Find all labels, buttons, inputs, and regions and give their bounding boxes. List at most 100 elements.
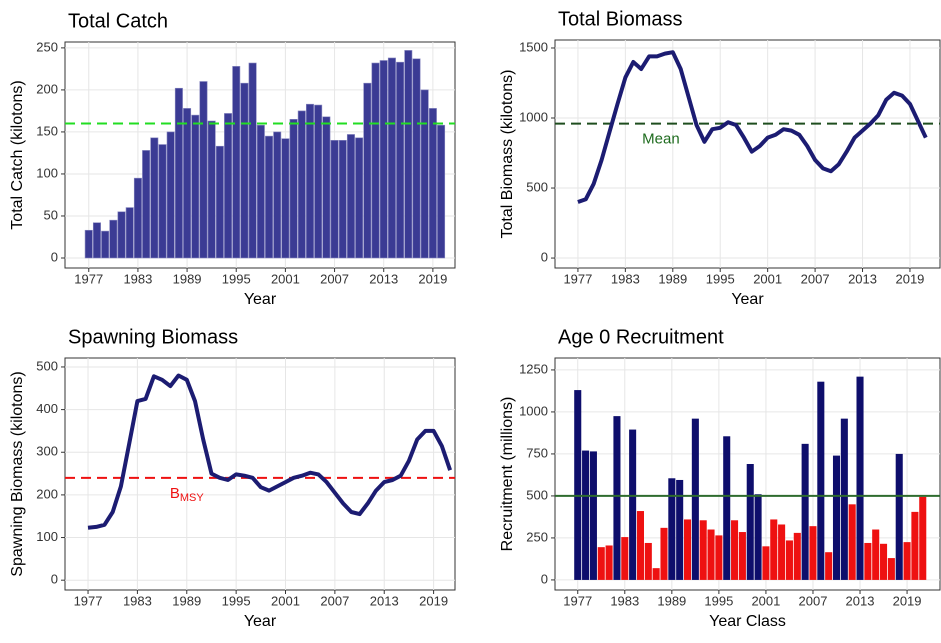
panel-title: Spawning Biomass bbox=[68, 326, 238, 348]
bar bbox=[840, 418, 848, 580]
bar bbox=[652, 568, 660, 580]
x-tick-label: 2007 bbox=[320, 271, 349, 286]
bar bbox=[133, 177, 142, 259]
bar bbox=[699, 520, 707, 580]
bar bbox=[715, 535, 723, 580]
y-tick-label: 250 bbox=[36, 39, 58, 54]
y-tick-label: 1500 bbox=[519, 39, 548, 54]
x-tick-label: 2007 bbox=[799, 593, 828, 608]
bar bbox=[707, 529, 715, 580]
bar bbox=[574, 390, 582, 580]
bar bbox=[150, 137, 159, 259]
panel-title: Total Catch bbox=[68, 10, 168, 32]
y-tick-label: 200 bbox=[36, 81, 58, 96]
line bbox=[87, 373, 452, 530]
y-tick-label: 750 bbox=[526, 445, 548, 460]
bar bbox=[428, 108, 437, 259]
bar bbox=[738, 532, 746, 580]
bar bbox=[778, 524, 786, 580]
y-tick-label: 100 bbox=[36, 529, 58, 544]
bar bbox=[256, 124, 265, 259]
bar bbox=[903, 542, 911, 580]
bar bbox=[289, 119, 298, 259]
bar bbox=[297, 110, 306, 259]
bar bbox=[224, 113, 233, 259]
bar bbox=[92, 222, 101, 259]
y-tick-label: 400 bbox=[36, 401, 58, 416]
bar bbox=[731, 520, 739, 580]
y-axis-title: Recruitment (millions) bbox=[499, 397, 516, 552]
bar bbox=[322, 116, 331, 259]
y-tick-label: 0 bbox=[51, 572, 58, 587]
bar bbox=[605, 545, 613, 580]
bar bbox=[621, 537, 629, 580]
bar bbox=[191, 114, 200, 259]
bar bbox=[420, 89, 429, 259]
x-tick-label: 1983 bbox=[123, 593, 152, 608]
y-tick-label: 50 bbox=[44, 207, 58, 222]
y-tick-label: 1000 bbox=[519, 109, 548, 124]
bar bbox=[207, 120, 216, 259]
bar bbox=[660, 527, 668, 580]
bar bbox=[785, 540, 793, 580]
x-tick-label: 1983 bbox=[610, 593, 639, 608]
x-tick-label: 2001 bbox=[751, 593, 780, 608]
bar bbox=[911, 511, 919, 580]
bar bbox=[723, 436, 731, 580]
bar bbox=[273, 131, 282, 259]
bar bbox=[84, 229, 93, 259]
y-axis-title: Spawning Biomass (kilotons) bbox=[9, 371, 26, 576]
x-tick-label: 2013 bbox=[370, 593, 399, 608]
bar bbox=[396, 61, 405, 259]
bar bbox=[330, 140, 339, 259]
bar bbox=[404, 50, 413, 259]
bar bbox=[880, 543, 888, 580]
bar bbox=[142, 150, 151, 259]
x-tick-label: 1983 bbox=[611, 271, 640, 286]
y-tick-label: 0 bbox=[51, 249, 58, 264]
bar bbox=[240, 82, 249, 259]
bar bbox=[379, 60, 388, 259]
bar bbox=[215, 145, 224, 259]
bar bbox=[589, 451, 597, 580]
x-tick-label: 1995 bbox=[222, 593, 251, 608]
x-tick-label: 1977 bbox=[74, 593, 103, 608]
y-tick-label: 1250 bbox=[519, 361, 548, 376]
reference-label-main: B bbox=[170, 485, 180, 502]
x-tick-label: 2001 bbox=[271, 593, 300, 608]
bar bbox=[668, 478, 676, 580]
bar bbox=[856, 376, 864, 580]
x-tick-label: 1977 bbox=[563, 593, 592, 608]
bar bbox=[691, 418, 699, 580]
bar bbox=[864, 542, 872, 580]
y-tick-label: 500 bbox=[36, 358, 58, 373]
x-tick-label: 2007 bbox=[801, 271, 830, 286]
bar bbox=[793, 532, 801, 580]
bar bbox=[101, 230, 110, 259]
bar bbox=[355, 137, 364, 259]
reference-label-sub: MSY bbox=[180, 492, 205, 504]
bar bbox=[597, 547, 605, 580]
line bbox=[577, 50, 928, 204]
bar bbox=[371, 62, 380, 259]
bar bbox=[174, 87, 183, 259]
bar bbox=[117, 211, 126, 259]
reference-label-main: Mean bbox=[642, 131, 680, 148]
bar bbox=[166, 131, 175, 259]
reference-label: BMSY bbox=[170, 485, 205, 504]
bar bbox=[754, 494, 762, 580]
y-tick-label: 500 bbox=[526, 487, 548, 502]
bar bbox=[346, 134, 355, 259]
bar bbox=[746, 464, 754, 580]
bar bbox=[412, 58, 421, 259]
bar bbox=[848, 504, 856, 580]
x-axis-title: Year bbox=[731, 291, 764, 308]
bar bbox=[825, 552, 833, 580]
bar bbox=[919, 496, 927, 580]
bar bbox=[265, 135, 273, 259]
bar bbox=[636, 511, 644, 580]
bar bbox=[683, 519, 692, 580]
bar bbox=[232, 66, 241, 259]
y-tick-label: 250 bbox=[526, 529, 548, 544]
